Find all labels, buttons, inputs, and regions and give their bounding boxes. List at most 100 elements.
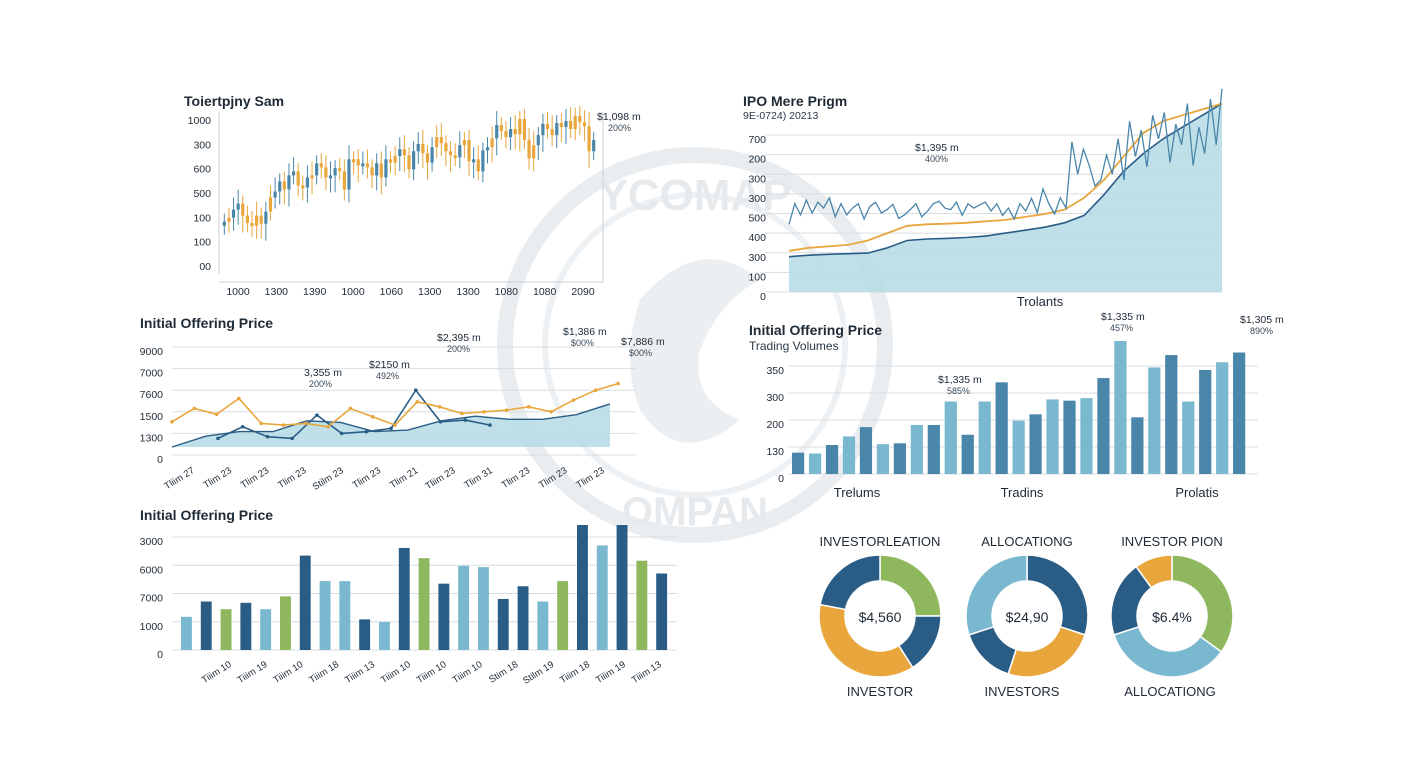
- offering-line-dark-point: [389, 426, 393, 431]
- offering-bar-x-tick: Tiiim 10: [272, 659, 306, 686]
- offering-bar-title: Initial Offering Price: [140, 507, 273, 523]
- volume-bar-panel: Initial Offering Price Trading Volumes 3…: [749, 311, 1284, 500]
- candle-body: [379, 163, 383, 178]
- offering-line-orange-point: [593, 388, 598, 393]
- donut-1-slices: [818, 554, 942, 678]
- candle-body: [356, 159, 360, 166]
- offering-bar-x-tick: Tiiim 18: [307, 659, 341, 686]
- ipo-volatile-line: [788, 88, 1223, 225]
- offering-bar: [616, 525, 628, 650]
- volume-subtitle: Trading Volumes: [749, 339, 839, 353]
- offering-line-orange-point: [348, 406, 353, 411]
- ipo-area-line: [788, 102, 1223, 258]
- offering-bar: [398, 547, 410, 650]
- offering-line-x-tick: Tlim 31: [463, 465, 495, 491]
- offering-line-title: Initial Offering Price: [140, 315, 273, 331]
- ipo-annotation-value: $1,395 m: [915, 142, 959, 154]
- offering-line-x-tick: Tlim 23: [239, 465, 271, 491]
- candle-body: [472, 159, 476, 163]
- offering-bar-y-tick: 7000: [140, 593, 164, 605]
- donut-1: INVESTORLEATION $4,560 INVESTOR: [818, 534, 942, 699]
- candle-body: [495, 125, 499, 139]
- candle-body: [370, 167, 374, 176]
- offering-line-x-tick: Tlim 23: [574, 465, 606, 491]
- offering-line-orange-point: [237, 396, 241, 401]
- volume-bar: [1097, 378, 1110, 474]
- candle-body: [430, 147, 434, 163]
- ipo-y-tick: 400: [748, 232, 766, 244]
- offering-bar-panel: Initial Offering Price 3000 6000 7000 1000 0…: [140, 507, 677, 687]
- volume-bar: [1012, 420, 1025, 474]
- candle-body: [241, 203, 245, 216]
- offering-line-dark-line: [217, 388, 491, 440]
- offering-line-area-line: [171, 403, 611, 448]
- candlestick-y-axis: 1000 300 600 500 100 100 00: [188, 115, 212, 273]
- ipo-y-tick: 0: [760, 291, 766, 303]
- offering-bar: [478, 567, 489, 650]
- offering-line-dark-point: [364, 429, 369, 434]
- offering-line-x-tick: Tlim 21: [388, 465, 420, 491]
- candle-body: [490, 138, 494, 148]
- offering-bar: [359, 619, 371, 650]
- volume-y-tick: 350: [766, 365, 784, 377]
- volume-x-label-1: Trelums: [834, 485, 881, 500]
- offering-bar: [438, 583, 450, 650]
- offering-line-x-tick: Tlim 23: [351, 465, 383, 491]
- candlestick-y-tick: 00: [199, 261, 211, 273]
- offering-line-orange-point: [393, 423, 397, 427]
- offering-bar-x-tick: Tiiim 13: [343, 659, 377, 686]
- candle-body: [388, 159, 393, 163]
- volume-bar: [1046, 399, 1059, 474]
- donut-1-slice: [819, 554, 881, 611]
- candle-body: [273, 191, 277, 198]
- candle-body: [462, 139, 467, 146]
- volume-y-tick: 300: [766, 392, 784, 404]
- ipo-annotation-pct: 400%: [925, 154, 948, 164]
- candle-body: [231, 209, 236, 218]
- offering-line-dark-point: [315, 413, 319, 417]
- offering-bar: [577, 525, 588, 650]
- volume-annotation-1-value: $1,335 m: [938, 374, 982, 386]
- offering-bar-y-tick: 1000: [140, 621, 164, 633]
- candlestick-annotation-value: $1,098 m: [597, 111, 641, 123]
- volume-annotation-1-pct: 585%: [947, 386, 970, 396]
- candle-body: [365, 163, 370, 168]
- offering-line-orange-point: [370, 414, 375, 419]
- ipo-y-tick: 200: [748, 154, 766, 166]
- offering-line-area-fill: [172, 403, 610, 447]
- candlestick-x-tick: 1080: [495, 286, 519, 298]
- offering-bar: [240, 602, 252, 650]
- ipo-line-panel: IPO Mere Prigm 9E-0724) 20213 700 200 300 3…: [743, 88, 1223, 309]
- candlestick-y-tick: 100: [193, 237, 211, 249]
- candle-body: [448, 151, 453, 156]
- offering-line-orange-point: [571, 398, 576, 402]
- candlestick-y-tick: 1000: [188, 115, 212, 127]
- candle-body: [453, 155, 457, 159]
- candle-body: [245, 215, 249, 223]
- watermark-bottom-text: OMPAN: [622, 490, 768, 534]
- volume-bar: [1080, 398, 1093, 474]
- candle-body: [416, 143, 420, 152]
- candle-body: [439, 137, 443, 144]
- watermark-ring: [497, 147, 893, 543]
- candle-body: [282, 181, 286, 190]
- candle-body: [444, 143, 448, 152]
- offering-line-x-axis: Tliim 27 Tlim 23 Tlim 23 Tlim 23 Stilm 23 Tli…: [163, 465, 607, 493]
- candle-body: [310, 175, 314, 179]
- volume-y-tick: 0: [778, 473, 784, 485]
- candle-body: [559, 123, 563, 128]
- volume-bar: [859, 427, 873, 474]
- donut-2-slices: [965, 554, 1089, 678]
- candle-body: [412, 151, 416, 170]
- candle-body: [287, 175, 291, 190]
- donut-3-top-label: INVESTOR PION: [1121, 534, 1223, 549]
- candle-body: [393, 156, 397, 163]
- candle-body: [458, 145, 462, 158]
- watermark-inner-ring: [542, 192, 848, 498]
- candlestick-annotation-pct: 200%: [608, 123, 631, 133]
- offering-bar-x-tick: Stim 18: [487, 659, 520, 685]
- candle-body: [555, 123, 559, 136]
- volume-bar: [792, 452, 805, 474]
- candle-body: [467, 139, 471, 162]
- offering-line-orange-point: [192, 406, 197, 411]
